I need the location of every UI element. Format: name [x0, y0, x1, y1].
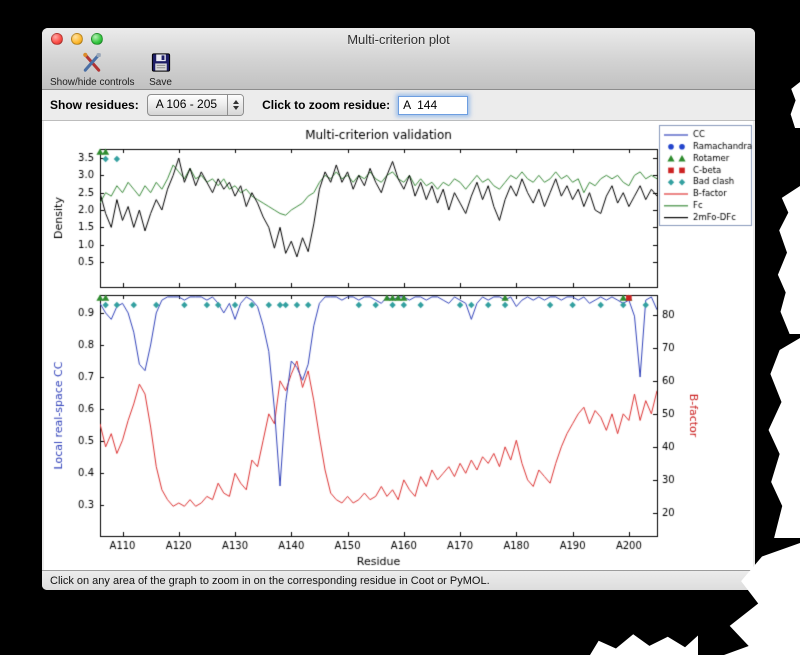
residue-range-select[interactable]: A 106 - 205 [146, 94, 245, 116]
multi-criterion-plot[interactable] [44, 123, 753, 570]
traffic-lights [51, 33, 103, 45]
residue-range-value: A 106 - 205 [155, 97, 218, 111]
show-residues-label: Show residues: [50, 98, 139, 112]
zoom-residue-input[interactable] [398, 95, 469, 115]
torn-edge-artifact-4 [590, 634, 698, 655]
show-hide-controls-label: Show/hide controls [50, 77, 135, 88]
window-title: Multi-criterion plot [347, 31, 450, 47]
multi-criterion-plot-window: Multi-criterion plot Show/hide controls [42, 28, 755, 590]
zoom-residue-label: Click to zoom residue: [262, 98, 391, 112]
titlebar[interactable]: Multi-criterion plot [42, 28, 755, 50]
zoom-window-button[interactable] [91, 33, 103, 45]
torn-edge-artifact-1 [777, 186, 800, 334]
stepper-down-icon [232, 106, 239, 110]
save-label: Save [149, 77, 172, 88]
status-bar: Click on any area of the graph to zoom i… [42, 570, 755, 590]
combo-stepper[interactable] [227, 95, 244, 115]
minimize-button[interactable] [71, 33, 83, 45]
save-button[interactable]: Save [149, 51, 173, 88]
toolbar: Show/hide controls Save [42, 50, 755, 89]
torn-edge-artifact-5 [790, 82, 800, 128]
floppy-save-icon [149, 51, 173, 77]
window-header: Multi-criterion plot Show/hide controls [42, 28, 755, 90]
tools-icon [80, 51, 104, 77]
stepper-up-icon [232, 100, 239, 104]
controls-bar: Show residues: A 106 - 205 Click to zoom… [42, 90, 755, 121]
status-text: Click on any area of the graph to zoom i… [50, 574, 490, 587]
close-button[interactable] [51, 33, 63, 45]
figure-area [44, 121, 753, 570]
show-hide-controls-button[interactable]: Show/hide controls [50, 51, 135, 88]
torn-edge-artifact-2 [768, 338, 800, 538]
